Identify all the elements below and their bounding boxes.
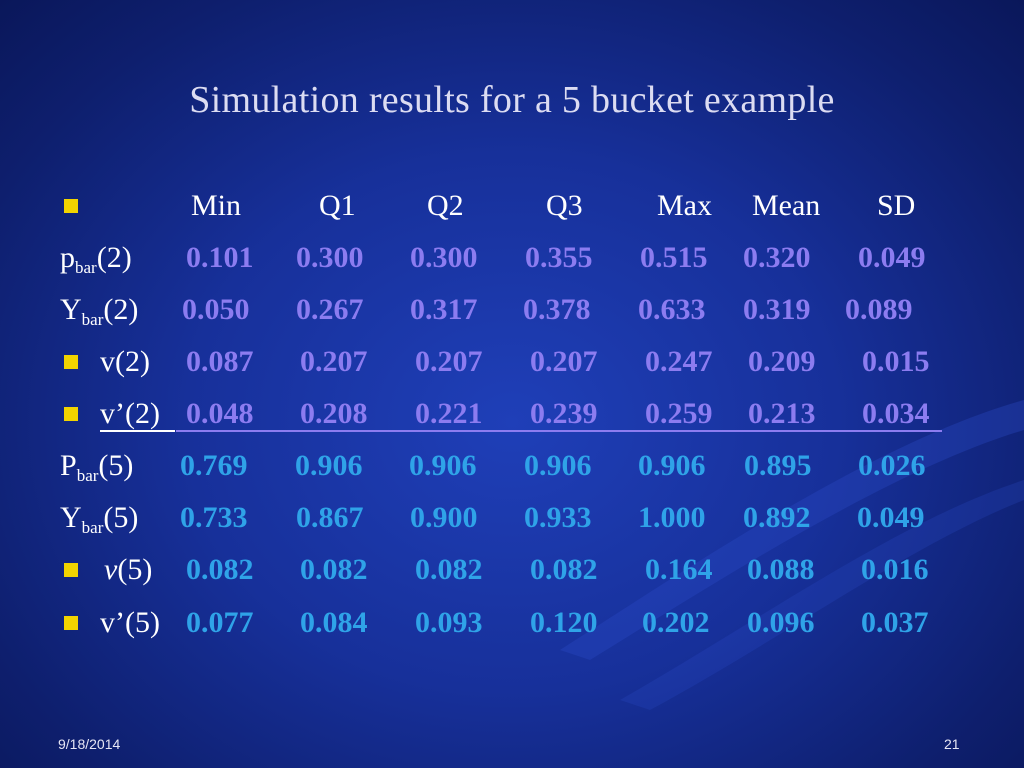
- bullet-icon: [64, 407, 78, 421]
- bullet-icon: [64, 616, 78, 630]
- value-cell: 0.933: [524, 501, 592, 534]
- value-cell: 0.034: [862, 397, 930, 430]
- value-cell: 0.101: [186, 241, 254, 274]
- table-row: v(5) 0.082 0.082 0.082 0.082 0.164 0.088…: [0, 544, 1024, 596]
- value-cell: 0.050: [182, 293, 250, 326]
- col-q3: Q3: [546, 189, 583, 222]
- value-cell: 0.900: [410, 501, 478, 534]
- value-cell: 0.207: [530, 345, 598, 378]
- value-cell: 0.048: [186, 397, 254, 430]
- value-cell: 0.089: [845, 293, 913, 326]
- header-row: Min Q1 Q2 Q3 Max Mean SD: [0, 180, 1024, 232]
- value-cell: 0.320: [743, 241, 811, 274]
- value-cell: 0.221: [415, 397, 483, 430]
- value-cell: 0.208: [300, 397, 368, 430]
- row-label: pbar(2): [60, 241, 132, 277]
- value-cell: 0.037: [861, 606, 929, 639]
- value-cell: 0.633: [638, 293, 706, 326]
- row-label: Pbar(5): [60, 449, 134, 485]
- table-row: pbar(2) 0.101 0.300 0.300 0.355 0.515 0.…: [0, 232, 1024, 284]
- value-cell: 0.906: [409, 449, 477, 482]
- value-cell: 0.084: [300, 606, 368, 639]
- value-cell: 0.769: [180, 449, 248, 482]
- value-cell: 0.317: [410, 293, 478, 326]
- row-label: Ybar(5): [60, 501, 139, 537]
- footer-date: 9/18/2014: [58, 736, 121, 752]
- row-label: v’(2): [100, 397, 160, 430]
- value-cell: 0.049: [857, 501, 925, 534]
- value-cell: 0.867: [296, 501, 364, 534]
- col-max: Max: [657, 189, 712, 222]
- value-cell: 0.213: [748, 397, 816, 430]
- value-cell: 0.082: [530, 553, 598, 586]
- row-label: v(5): [104, 553, 153, 586]
- value-cell: 0.207: [300, 345, 368, 378]
- value-cell: 0.015: [862, 345, 930, 378]
- value-cell: 0.733: [180, 501, 248, 534]
- value-cell: 0.895: [744, 449, 812, 482]
- value-cell: 0.515: [640, 241, 708, 274]
- bullet-icon: [64, 355, 78, 369]
- value-cell: 0.202: [642, 606, 710, 639]
- value-cell: 0.026: [858, 449, 926, 482]
- page-number: 21: [944, 736, 960, 752]
- value-cell: 0.906: [295, 449, 363, 482]
- value-cell: 0.209: [748, 345, 816, 378]
- bullet-icon: [64, 199, 78, 213]
- table-row: Ybar(5) 0.733 0.867 0.900 0.933 1.000 0.…: [0, 492, 1024, 544]
- row-label: Ybar(2): [60, 293, 139, 329]
- value-cell: 0.892: [743, 501, 811, 534]
- value-cell: 0.207: [415, 345, 483, 378]
- row-underline: [176, 430, 942, 432]
- value-cell: 0.082: [415, 553, 483, 586]
- value-cell: 0.906: [524, 449, 592, 482]
- col-sd: SD: [877, 189, 916, 222]
- value-cell: 0.016: [861, 553, 929, 586]
- value-cell: 1.000: [638, 501, 706, 534]
- value-cell: 0.378: [523, 293, 591, 326]
- row-label: v(2): [100, 345, 150, 378]
- value-cell: 0.355: [525, 241, 593, 274]
- slide-title: Simulation results for a 5 bucket exampl…: [189, 79, 835, 121]
- table-row: v’(2) 0.048 0.208 0.221 0.239 0.259 0.21…: [0, 388, 1024, 440]
- value-cell: 0.120: [530, 606, 598, 639]
- label-underline: [100, 430, 175, 432]
- col-q2: Q2: [427, 189, 464, 222]
- table-row: Pbar(5) 0.769 0.906 0.906 0.906 0.906 0.…: [0, 440, 1024, 492]
- value-cell: 0.300: [410, 241, 478, 274]
- value-cell: 0.247: [645, 345, 713, 378]
- table-row: v’(5) 0.077 0.084 0.093 0.120 0.202 0.09…: [0, 597, 1024, 649]
- table-row: Ybar(2) 0.050 0.267 0.317 0.378 0.633 0.…: [0, 284, 1024, 336]
- value-cell: 0.082: [186, 553, 254, 586]
- value-cell: 0.319: [743, 293, 811, 326]
- value-cell: 0.087: [186, 345, 254, 378]
- col-mean: Mean: [752, 189, 821, 222]
- value-cell: 0.239: [530, 397, 598, 430]
- value-cell: 0.082: [300, 553, 368, 586]
- value-cell: 0.906: [638, 449, 706, 482]
- table-row: v(2) 0.087 0.207 0.207 0.207 0.247 0.209…: [0, 336, 1024, 388]
- col-min: Min: [191, 189, 242, 222]
- col-q1: Q1: [319, 189, 356, 222]
- value-cell: 0.259: [645, 397, 713, 430]
- value-cell: 0.093: [415, 606, 483, 639]
- value-cell: 0.049: [858, 241, 926, 274]
- value-cell: 0.088: [747, 553, 815, 586]
- row-label: v’(5): [100, 606, 160, 639]
- value-cell: 0.164: [645, 553, 713, 586]
- value-cell: 0.267: [296, 293, 364, 326]
- bullet-icon: [64, 563, 78, 577]
- value-cell: 0.300: [296, 241, 364, 274]
- value-cell: 0.077: [186, 606, 254, 639]
- value-cell: 0.096: [747, 606, 815, 639]
